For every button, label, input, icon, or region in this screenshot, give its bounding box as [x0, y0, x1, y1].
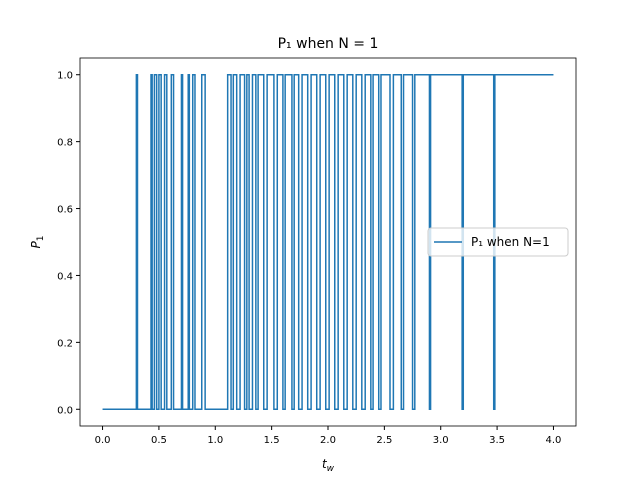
plot-frame [79, 57, 577, 427]
x-tick-label: 4.0 [546, 435, 562, 446]
y-tick-label: 1.0 [57, 71, 73, 82]
y-label-sub: 1 [36, 236, 46, 242]
x-tick-label: 3.5 [489, 435, 505, 446]
x-tick-label: 0.0 [95, 435, 111, 446]
x-label-sub: w [327, 464, 335, 474]
x-tick-label: 1.0 [207, 435, 223, 446]
chart-title: P₁ when N = 1 [278, 36, 379, 52]
x-tick-label: 3.0 [433, 435, 449, 446]
legend: P₁ when N=1 [427, 227, 569, 257]
y-tick-label: 0.8 [57, 138, 73, 149]
x-tick-label: 2.0 [320, 435, 336, 446]
data-line [102, 73, 554, 411]
x-tick-label: 2.5 [376, 435, 392, 446]
y-tick-label: 0.0 [57, 405, 73, 416]
legend-box [427, 227, 569, 257]
y-tick-label: 0.6 [57, 205, 73, 216]
x-tick-label: 1.5 [264, 435, 280, 446]
y-tick-label: 0.4 [57, 271, 73, 282]
legend-label: P₁ when N=1 [471, 235, 550, 249]
x-label-base: t [322, 457, 328, 471]
y-tick-label: 0.2 [57, 338, 73, 349]
x-axis-label: tw [322, 457, 335, 474]
y-label-base: P [29, 240, 43, 248]
x-tick-label: 0.5 [151, 435, 167, 446]
y-axis-label: P1 [29, 236, 46, 249]
